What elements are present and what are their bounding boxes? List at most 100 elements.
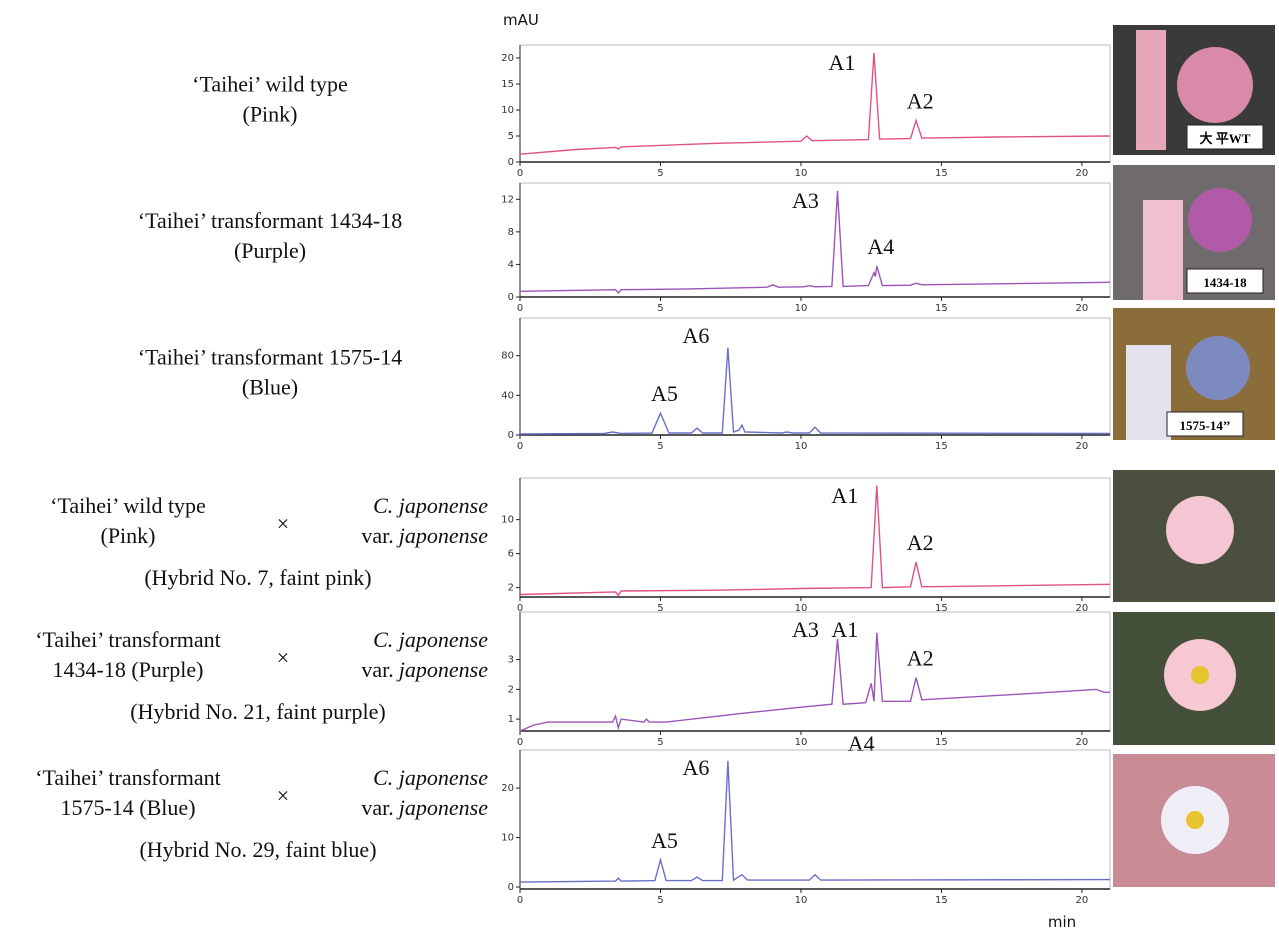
y-tick-label: 2 [508, 583, 514, 594]
x-tick-label: 0 [517, 441, 523, 452]
x-tick-label: 0 [517, 603, 523, 614]
parent2-part: var. [361, 657, 393, 682]
flower [1166, 496, 1234, 564]
y-tick-label: 6 [508, 549, 514, 560]
cross-sign: × [277, 511, 289, 536]
x-tick-label: 10 [795, 168, 808, 179]
y-tick-label: 80 [501, 351, 514, 362]
parent1-label: 1575-14 (Blue) [60, 795, 195, 820]
parent1-label: (Pink) [101, 523, 156, 548]
x-tick-label: 5 [657, 303, 663, 314]
hybrid-label: (Hybrid No. 7, faint pink) [144, 565, 371, 590]
hybrid-label: (Hybrid No. 21, faint purple) [130, 699, 385, 724]
peak-label: A3 [792, 617, 819, 642]
peak-label: A4 [848, 731, 875, 756]
hybrid-label: (Hybrid No. 29, faint blue) [139, 837, 376, 862]
x-tick-label: 15 [935, 603, 948, 614]
x-tick-label: 5 [657, 895, 663, 906]
parent2-part: var. [361, 795, 393, 820]
plot-frame [519, 477, 1111, 598]
peak-label: A5 [651, 381, 678, 406]
trace [519, 760, 1111, 883]
y-tick-label: 10 [501, 105, 514, 116]
sample-label: ‘Taihei’ transformant 1575-14 [138, 345, 402, 370]
parent2-part: var. [361, 523, 393, 548]
photos [1113, 25, 1275, 887]
y-tick-label: 10 [501, 515, 514, 526]
y-tick-label: 40 [501, 390, 514, 401]
sample-label: ‘Taihei’ wild type [192, 72, 348, 97]
cross-sign: × [277, 645, 289, 670]
parent2-label: var. japonense [361, 523, 488, 548]
x-tick-label: 20 [1076, 603, 1089, 614]
peak-label: A5 [651, 828, 678, 853]
parent1-label: ‘Taihei’ wild type [50, 493, 206, 518]
y-tick-label: 20 [501, 783, 514, 794]
x-tick-label: 0 [517, 303, 523, 314]
x-tick-label: 10 [795, 895, 808, 906]
parent2-label: C. japonense [373, 627, 488, 652]
peak-label: A2 [907, 88, 934, 113]
parent2-label: var. japonense [361, 657, 488, 682]
parent2-part: C. japonense [373, 493, 488, 518]
parent1-label: ‘Taihei’ transformant [35, 627, 221, 652]
x-tick-label: 5 [657, 168, 663, 179]
photo-label: 1575-14’’ [1179, 418, 1230, 433]
plot-frame [519, 317, 1111, 436]
photo-label: 大 平WT [1200, 131, 1251, 146]
trace [519, 632, 1110, 732]
sample-label: (Blue) [242, 375, 298, 400]
x-tick-label: 20 [1076, 303, 1089, 314]
cross-sign: × [277, 783, 289, 808]
y-tick-label: 12 [501, 194, 514, 205]
y-axis-unit: mAU [503, 11, 539, 29]
peak-label: A2 [907, 530, 934, 555]
peak-label: A1 [829, 50, 856, 75]
trace [519, 191, 1111, 294]
peak-label: A3 [792, 188, 819, 213]
flower-center [1191, 666, 1209, 684]
parent2-part: C. japonense [373, 765, 488, 790]
x-tick-label: 15 [935, 895, 948, 906]
peak-label: A2 [907, 645, 934, 670]
x-tick-label: 15 [935, 441, 948, 452]
peak-label: A1 [831, 483, 858, 508]
parent2-part: japonense [396, 523, 488, 548]
trace [519, 52, 1111, 155]
color-chart [1126, 345, 1171, 440]
x-tick-label: 10 [795, 737, 808, 748]
photo-tag [1186, 268, 1264, 294]
y-tick-label: 4 [508, 259, 514, 270]
sample-label: (Pink) [243, 102, 298, 127]
y-tick-label: 0 [508, 882, 514, 893]
y-tick-label: 8 [508, 227, 514, 238]
x-tick-label: 15 [935, 303, 948, 314]
plot-frame [519, 44, 1111, 163]
peak-label: A1 [831, 617, 858, 642]
x-tick-label: 0 [517, 168, 523, 179]
trace [519, 347, 1111, 435]
x-tick-label: 10 [795, 441, 808, 452]
flower-center [1186, 811, 1204, 829]
x-tick-label: 0 [517, 737, 523, 748]
peak-label: A6 [682, 323, 709, 348]
parent1-label: 1434-18 (Purple) [53, 657, 204, 682]
y-tick-label: 5 [508, 131, 514, 142]
x-tick-label: 20 [1076, 895, 1089, 906]
y-tick-label: 0 [508, 430, 514, 441]
parent2-label: C. japonense [373, 765, 488, 790]
parent2-part: C. japonense [373, 627, 488, 652]
x-tick-label: 20 [1076, 168, 1089, 179]
x-tick-label: 5 [657, 737, 663, 748]
x-tick-label: 10 [795, 303, 808, 314]
x-tick-label: 15 [935, 168, 948, 179]
x-tick-label: 15 [935, 737, 948, 748]
color-chart [1143, 200, 1183, 300]
parent2-part: japonense [396, 657, 488, 682]
y-tick-label: 0 [508, 292, 514, 303]
x-tick-label: 5 [657, 603, 663, 614]
parent1-label: ‘Taihei’ transformant [35, 765, 221, 790]
x-tick-label: 5 [657, 441, 663, 452]
x-tick-label: 20 [1076, 441, 1089, 452]
